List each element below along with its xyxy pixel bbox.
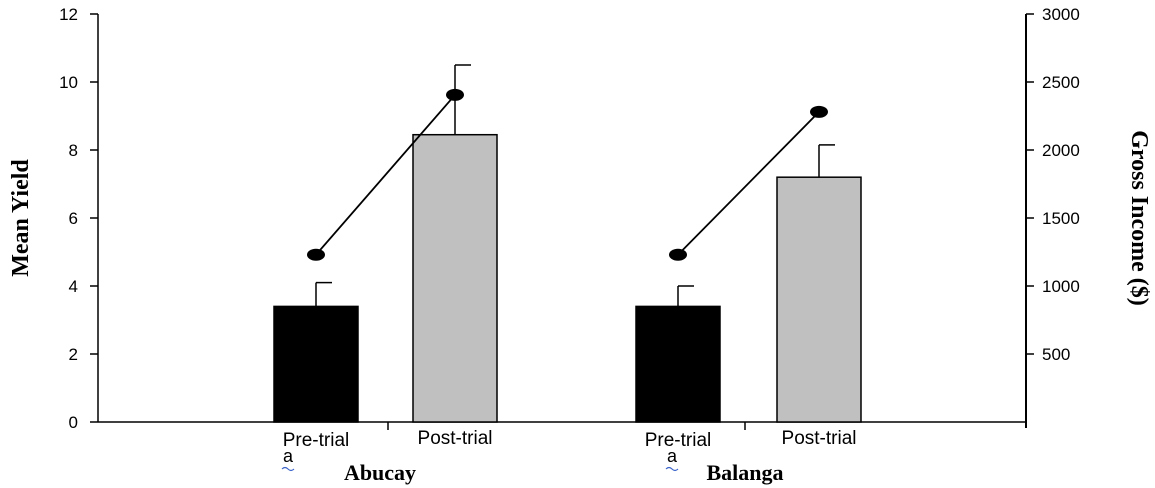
spellcheck-underline-icon	[281, 466, 295, 472]
x-group-label: Abucay	[344, 460, 416, 485]
right-y-tick-label: 2000	[1042, 141, 1080, 160]
right-y-tick-label: 500	[1042, 345, 1070, 364]
left-y-tick-label: 6	[69, 209, 78, 228]
spellcheck-underline-icon	[665, 466, 679, 472]
x-category-label: Pre-trial	[283, 430, 350, 451]
bars-layer	[273, 64, 862, 423]
left-y-tick-label: 10	[59, 73, 78, 92]
income-line-segment	[315, 94, 456, 256]
x-category-label: Pre-trial	[645, 430, 712, 451]
group-marker-label: a	[283, 446, 294, 466]
left-y-tick-label: 0	[69, 413, 78, 432]
x-category-label: Post-trial	[782, 428, 857, 449]
labels-layer: 0 2 4 6 8 10 12 500 1000 1500 2000 2500 3000 Pre-tria…	[8, 5, 1152, 485]
income-line-segment	[677, 111, 820, 256]
right-y-tick-label: 3000	[1042, 5, 1080, 24]
group-marker-label: a	[667, 446, 678, 466]
left-y-tick-label: 12	[59, 5, 78, 24]
income-point	[446, 88, 464, 101]
bar	[273, 305, 359, 423]
income-point	[810, 105, 828, 118]
line-layer	[307, 88, 828, 261]
left-y-tick-label: 2	[69, 345, 78, 364]
bar	[776, 176, 862, 423]
income-point	[669, 248, 687, 261]
right-y-axis-title: Gross Income ($)	[1126, 130, 1152, 306]
bar	[635, 305, 721, 423]
left-y-axis-title: Mean Yield	[8, 159, 34, 277]
x-category-label: Post-trial	[418, 428, 493, 449]
right-y-tick-label: 2500	[1042, 73, 1080, 92]
x-group-label: Balanga	[706, 460, 783, 485]
right-y-tick-label: 1500	[1042, 209, 1080, 228]
bar	[412, 133, 498, 423]
left-y-tick-label: 8	[69, 141, 78, 160]
axes-layer	[90, 13, 1034, 430]
left-y-tick-label: 4	[69, 277, 78, 296]
right-y-tick-label: 1000	[1042, 277, 1080, 296]
income-point	[307, 248, 325, 261]
